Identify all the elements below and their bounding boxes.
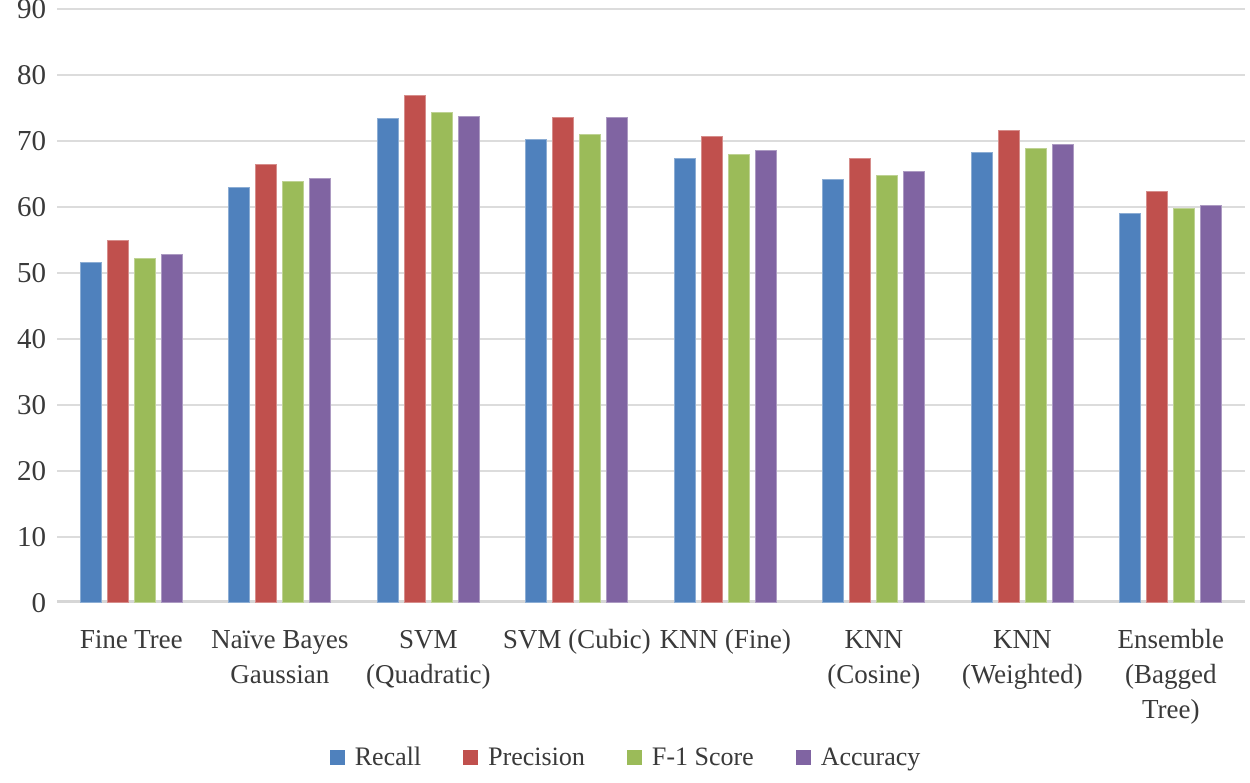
plot-area bbox=[57, 8, 1245, 603]
bar-recall bbox=[822, 178, 845, 603]
x-category-label-text: KNN (Cosine) bbox=[827, 624, 921, 689]
legend-label: Recall bbox=[354, 742, 422, 771]
bar-group-4 bbox=[525, 9, 629, 603]
legend-swatch-icon bbox=[626, 749, 642, 765]
x-category-label-text: KNN (Fine) bbox=[659, 624, 791, 654]
gridline-40 bbox=[57, 338, 1245, 340]
bar-accuracy bbox=[754, 150, 777, 603]
bar-accuracy bbox=[160, 253, 183, 603]
x-axis-line bbox=[57, 600, 1245, 603]
gridline-80 bbox=[57, 74, 1245, 76]
bar-accuracy bbox=[457, 115, 480, 603]
x-category-label-text: SVM (Cubic) bbox=[502, 624, 651, 654]
legend-swatch-icon bbox=[463, 749, 479, 765]
bar-f-1-score bbox=[1024, 147, 1047, 603]
bar-group-1 bbox=[79, 9, 183, 603]
legend-item-f-1-score: F-1 Score bbox=[626, 742, 754, 772]
y-tick-label-10: 10 bbox=[17, 521, 46, 553]
legend-label: F-1 Score bbox=[651, 742, 754, 771]
bar-recall bbox=[228, 186, 251, 603]
x-category-label: Fine Tree bbox=[80, 622, 183, 727]
bar-f-1-score bbox=[282, 181, 305, 603]
gridline-10 bbox=[57, 536, 1245, 538]
gridline-20 bbox=[57, 470, 1245, 472]
bar-precision bbox=[552, 116, 575, 603]
x-category-label-text: Naïve Bayes Gaussian bbox=[211, 624, 349, 689]
y-tick-label-30: 30 bbox=[17, 389, 46, 421]
gridline-30 bbox=[57, 404, 1245, 406]
legend: Recall Precision F-1 Score Accuracy bbox=[0, 742, 1250, 772]
bar-precision bbox=[403, 95, 426, 603]
bar-f-1-score bbox=[1173, 207, 1196, 603]
x-axis: Fine Tree Naïve Bayes Gaussian SVM (Quadrati… bbox=[57, 622, 1245, 727]
x-category-label-text: Ensemble (Bagged Tree) bbox=[1117, 624, 1224, 724]
bar-precision bbox=[1146, 191, 1169, 603]
x-category-label: KNN (Fine) bbox=[660, 622, 791, 727]
legend-swatch-icon bbox=[795, 749, 811, 765]
bar-group-2 bbox=[228, 9, 332, 603]
bar-f-1-score bbox=[430, 111, 453, 603]
y-tick-label-50: 50 bbox=[17, 257, 46, 289]
y-tick-label-20: 20 bbox=[17, 455, 46, 487]
bar-recall bbox=[376, 117, 399, 603]
legend-label: Accuracy bbox=[820, 742, 921, 771]
y-tick-label-40: 40 bbox=[17, 323, 46, 355]
gridline-70 bbox=[57, 140, 1245, 142]
x-category-label-text: SVM (Quadratic) bbox=[366, 624, 491, 689]
x-category-label-text: KNN (Weighted) bbox=[961, 624, 1083, 689]
y-tick-label-0: 0 bbox=[31, 587, 47, 619]
legend-label: Precision bbox=[488, 742, 585, 771]
x-category-label: KNN (Cosine) bbox=[822, 622, 925, 727]
bar-group-5 bbox=[673, 9, 777, 603]
gridline-50 bbox=[57, 272, 1245, 274]
y-tick-label-70: 70 bbox=[17, 125, 46, 157]
bar-f-1-score bbox=[133, 257, 156, 603]
legend-item-precision: Precision bbox=[463, 742, 585, 772]
bar-group-7 bbox=[970, 9, 1074, 603]
bar-group-6 bbox=[822, 9, 926, 603]
x-category-label: SVM (Cubic) bbox=[503, 622, 651, 727]
bar-accuracy bbox=[1051, 143, 1074, 603]
legend-swatch-icon bbox=[329, 749, 345, 765]
bar-accuracy bbox=[1200, 205, 1223, 603]
bar-precision bbox=[997, 129, 1020, 603]
x-category-label: Ensemble (Bagged Tree) bbox=[1118, 622, 1224, 727]
bars-layer bbox=[57, 9, 1245, 603]
gridline-90 bbox=[57, 8, 1245, 10]
bar-group-8 bbox=[1119, 9, 1223, 603]
y-tick-label-90: 90 bbox=[17, 0, 46, 25]
x-category-label: SVM (Quadratic) bbox=[366, 622, 490, 727]
bar-accuracy bbox=[606, 117, 629, 603]
bar-accuracy bbox=[903, 170, 926, 603]
gridline-60 bbox=[57, 206, 1245, 208]
bar-precision bbox=[700, 135, 723, 603]
legend-item-accuracy: Accuracy bbox=[795, 742, 921, 772]
x-category-label: Naïve Bayes Gaussian bbox=[211, 622, 348, 727]
bar-recall bbox=[525, 139, 548, 603]
bar-recall bbox=[1119, 212, 1142, 603]
x-category-label: KNN (Weighted) bbox=[962, 622, 1083, 727]
bar-accuracy bbox=[309, 177, 332, 603]
y-tick-label-80: 80 bbox=[17, 59, 46, 91]
legend-item-recall: Recall bbox=[329, 742, 422, 772]
bar-group-3 bbox=[376, 9, 480, 603]
bar-f-1-score bbox=[579, 133, 602, 603]
bar-recall bbox=[673, 158, 696, 603]
bar-f-1-score bbox=[876, 174, 899, 603]
bar-precision bbox=[106, 240, 129, 603]
y-tick-label-60: 60 bbox=[17, 191, 46, 223]
bar-precision bbox=[849, 157, 872, 603]
bar-recall bbox=[970, 152, 993, 603]
bar-recall bbox=[79, 262, 102, 603]
bar-f-1-score bbox=[727, 153, 750, 603]
bar-precision bbox=[255, 164, 278, 603]
x-category-label-text: Fine Tree bbox=[79, 624, 183, 654]
